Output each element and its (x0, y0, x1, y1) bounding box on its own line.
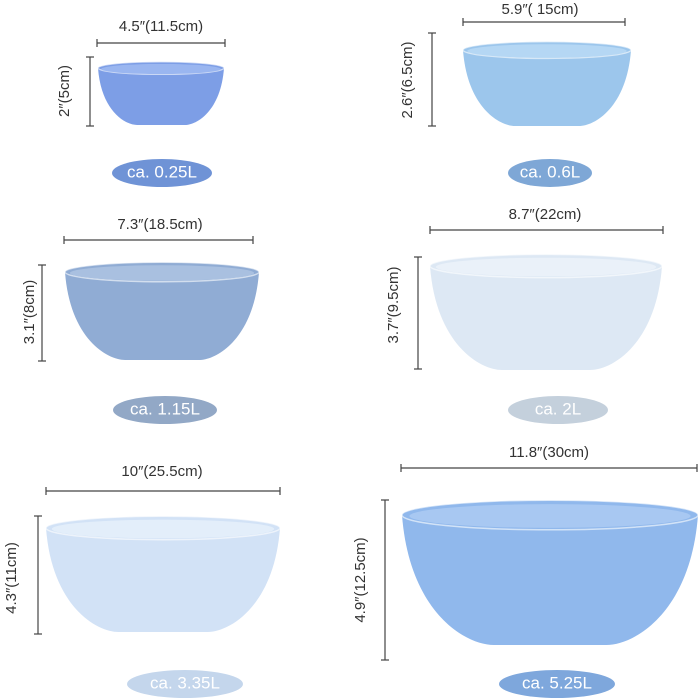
capacity-label: ca. 3.35L (150, 673, 220, 692)
capacity-label: ca. 2L (535, 399, 581, 418)
width-label: 5.9″( 15cm) (502, 1, 579, 18)
height-label: 2″(5cm) (56, 65, 73, 117)
bowl-inner (51, 519, 275, 539)
capacity-badge (499, 670, 615, 698)
capacity-badge (113, 396, 217, 424)
bowl-item: 5.9″( 15cm) 2.6″(6.5cm) ca. 0.6L (399, 1, 632, 187)
capacity-label: ca. 0.6L (520, 162, 581, 181)
height-label: 4.9″(12.5cm) (352, 537, 369, 622)
bowl-inner (409, 504, 691, 528)
capacity-label: ca. 0.25L (127, 162, 197, 181)
bowl-inner (467, 44, 627, 58)
bowl-item: 4.5″(11.5cm) 2″(5cm) ca. 0.25L (56, 18, 226, 187)
bowl-item: 10″(25.5cm) 4.3″(11cm) ca. 3.35L (3, 463, 281, 698)
height-label: 3.1″(8cm) (21, 280, 38, 345)
bowl-body (463, 50, 631, 126)
capacity-badge (127, 670, 243, 698)
bowl-inner (435, 257, 657, 277)
height-label: 2.6″(6.5cm) (399, 41, 416, 118)
bowl-body (430, 266, 662, 370)
bowl-body (46, 528, 280, 632)
height-label: 4.3″(11cm) (3, 542, 20, 614)
bowl-inner (69, 265, 255, 281)
bowl-item: 8.7″(22cm) 3.7″(9.5cm) ca. 2L (385, 206, 664, 424)
width-label: 7.3″(18.5cm) (117, 216, 202, 233)
bowl-body (65, 272, 259, 360)
capacity-badge (112, 159, 212, 187)
bowl-inner (101, 63, 221, 75)
width-label: 4.5″(11.5cm) (119, 18, 203, 35)
width-label: 10″(25.5cm) (121, 463, 202, 480)
bowl-item: 11.8″(30cm) 4.9″(12.5cm) ca. 5.25L (352, 444, 699, 698)
width-label: 11.8″(30cm) (509, 444, 589, 461)
width-label: 8.7″(22cm) (509, 206, 582, 223)
capacity-badge (508, 396, 608, 424)
bowl-body (98, 68, 224, 125)
capacity-badge (508, 159, 592, 187)
bowl-item: 7.3″(18.5cm) 3.1″(8cm) ca. 1.15L (21, 216, 260, 424)
height-label: 3.7″(9.5cm) (385, 266, 402, 343)
capacity-label: ca. 5.25L (522, 673, 592, 692)
capacity-label: ca. 1.15L (130, 399, 200, 418)
bowl-body (402, 515, 698, 645)
